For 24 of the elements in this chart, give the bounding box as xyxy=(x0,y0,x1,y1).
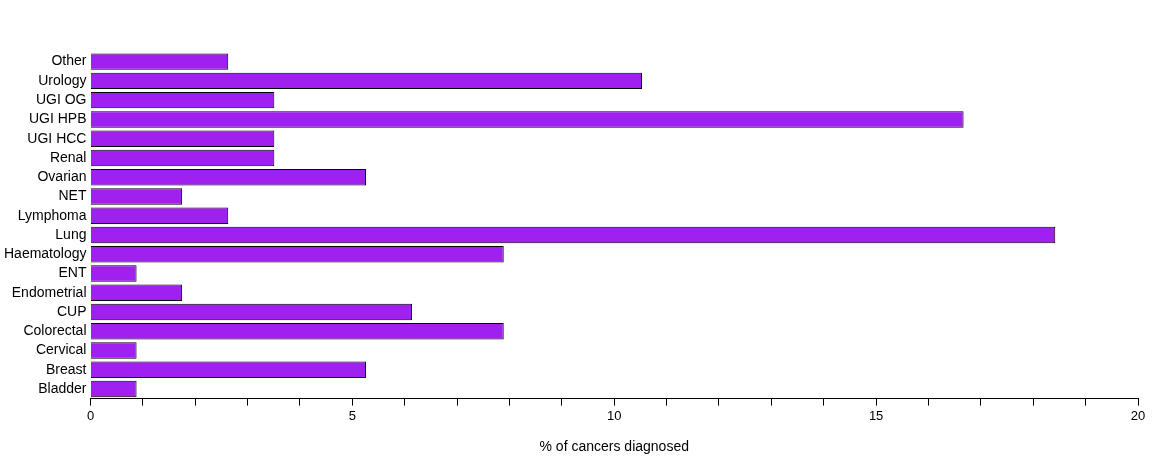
x-tick-label: 15 xyxy=(868,407,884,423)
y-tick-label: Lung xyxy=(55,225,87,242)
y-tick-label: Ovarian xyxy=(37,168,87,185)
x-tick-label: 20 xyxy=(1130,407,1146,423)
y-tick-label: Cervical xyxy=(35,341,87,358)
y-tick-label: Renal xyxy=(49,148,87,165)
y-tick-label: UGI HCC xyxy=(27,129,87,146)
x-tick-label: 0 xyxy=(86,407,95,423)
y-tick-label: UGI OG xyxy=(35,91,87,107)
y-tick-label: Haematology xyxy=(3,245,87,262)
x-tick-label: 5 xyxy=(348,407,356,423)
y-tick-label: Lymphoma xyxy=(17,206,87,223)
y-tick-label: Bladder xyxy=(38,379,87,396)
x-tick-label: 10 xyxy=(607,407,622,423)
y-tick-label: ENT xyxy=(58,264,87,281)
y-tick-label: NET xyxy=(58,187,87,204)
y-tick-label: Colorectal xyxy=(23,322,87,339)
y-tick-label: Breast xyxy=(46,360,87,377)
y-tick-label: Endometrial xyxy=(11,283,87,300)
y-tick-label: CUP xyxy=(56,302,87,319)
x-axis-title: % of cancers diagnosed xyxy=(539,438,689,455)
y-tick-label: UGI HPB xyxy=(28,110,87,127)
y-tick-label: Urology xyxy=(38,71,87,88)
y-tick-label: Other xyxy=(51,52,87,69)
